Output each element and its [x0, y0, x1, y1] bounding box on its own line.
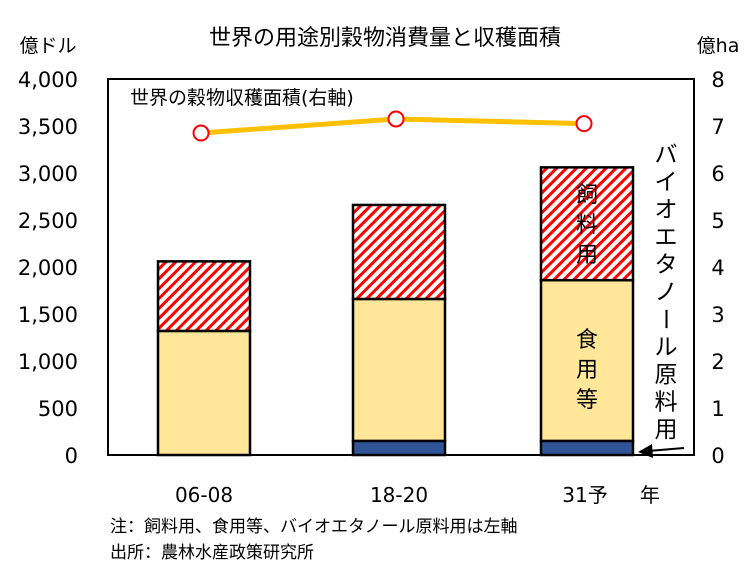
x-tick-label: 06-08 — [175, 483, 233, 507]
svg-text:食: 食 — [576, 328, 598, 353]
svg-text:ル: ル — [655, 335, 678, 361]
y-tick-label: 2,000 — [18, 256, 78, 280]
y-axis-label: 億ドル — [19, 35, 76, 57]
svg-text:用: 用 — [655, 417, 678, 443]
y2-tick-label: 3 — [711, 303, 724, 327]
svg-text:飼: 飼 — [576, 183, 598, 208]
y2-axis-label: 億ha — [697, 35, 740, 57]
y-tick-label: 3,500 — [18, 115, 78, 139]
svg-text:等: 等 — [576, 388, 598, 413]
svg-text:エ: エ — [655, 225, 678, 251]
bio-arrow — [647, 447, 685, 452]
y-tick-label: 1,500 — [18, 303, 78, 327]
note-2: 出所：農林水産政策研究所 — [110, 543, 314, 563]
bar-segment-food — [351, 297, 447, 443]
y2-tick-label: 7 — [711, 115, 724, 139]
y-tick-label: 500 — [38, 397, 78, 421]
bar-segment-bio — [351, 439, 447, 457]
svg-text:ノ: ノ — [655, 280, 678, 306]
bio-annotation: バイオエタノール原料用 — [652, 142, 678, 443]
svg-text:原: 原 — [655, 362, 678, 388]
y-tick-label: 0 — [65, 444, 78, 468]
harvest-area-marker — [192, 124, 210, 142]
y-tick-label: 4,000 — [18, 68, 78, 92]
y-tick-label: 1,000 — [18, 350, 78, 374]
bar-segment-bio — [539, 439, 635, 457]
y-tick-label: 2,500 — [18, 209, 78, 233]
food-annotation: 食用等 — [576, 328, 598, 413]
y2-tick-label: 5 — [711, 209, 724, 233]
bar-segment-feed — [539, 166, 635, 282]
y2-tick-label: 6 — [711, 162, 724, 186]
x-tick-label: 18-20 — [370, 483, 428, 507]
svg-text:ー: ー — [652, 307, 678, 330]
x-axis-label: 年 — [640, 483, 660, 507]
bar-segment-feed — [156, 260, 252, 333]
y2-tick-label: 8 — [711, 68, 724, 92]
line-legend-label: 世界の穀物収穫面積(右軸) — [130, 87, 354, 109]
chart-title: 世界の用途別穀物消費量と収穫面積 — [209, 26, 561, 51]
svg-text:料: 料 — [576, 213, 598, 238]
arrow-head-icon — [638, 444, 653, 458]
y-tick-label: 3,000 — [18, 162, 78, 186]
svg-text:用: 用 — [576, 243, 598, 268]
note-1: 注：飼料用、食用等、バイオエタノール原料用は左軸 — [110, 517, 518, 537]
harvest-area-marker — [387, 110, 405, 128]
x-tick-label: 31予 — [562, 483, 607, 507]
svg-text:タ: タ — [655, 252, 678, 278]
svg-text:バ: バ — [655, 142, 678, 168]
bar-segment-food — [156, 329, 252, 457]
harvest-area-marker — [575, 115, 593, 133]
svg-text:イ: イ — [655, 170, 678, 196]
y2-tick-label: 4 — [711, 256, 724, 280]
svg-text:用: 用 — [576, 358, 598, 383]
y2-tick-label: 2 — [711, 350, 724, 374]
feed-annotation: 飼料用 — [576, 183, 598, 268]
y2-tick-label: 0 — [711, 444, 724, 468]
y2-tick-label: 1 — [711, 397, 724, 421]
svg-text:料: 料 — [655, 390, 678, 416]
bar-segment-feed — [351, 203, 447, 301]
svg-text:オ: オ — [655, 197, 678, 223]
